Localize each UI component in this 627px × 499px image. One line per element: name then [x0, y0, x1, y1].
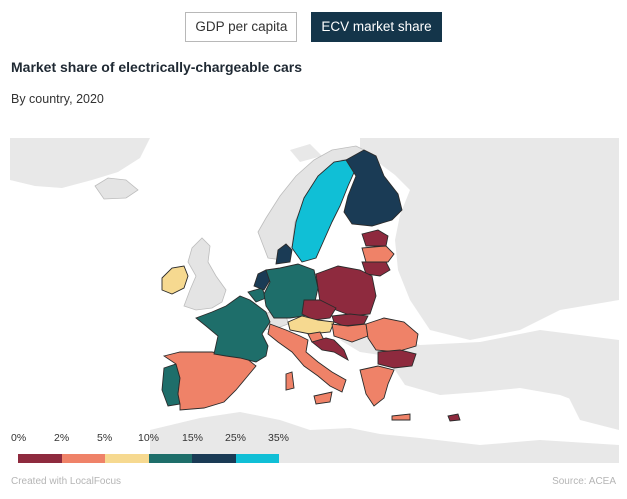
arctic-island-1 — [430, 140, 490, 160]
country-italy-sicily — [313, 391, 333, 405]
legend-label-5: 5% — [97, 432, 113, 444]
russia-landmass — [360, 138, 619, 340]
country-italy — [267, 323, 347, 393]
legend-label-10: 10% — [138, 432, 160, 444]
country-finland — [343, 149, 403, 227]
country-ireland — [161, 265, 189, 295]
arctic-island-2 — [500, 146, 560, 165]
source-text: Source: ACEA — [552, 476, 616, 487]
tab-ecv-market-share[interactable]: ECV market share — [311, 12, 442, 42]
country-bulgaria — [377, 349, 417, 369]
country-cyprus — [447, 413, 461, 422]
country-united-kingdom — [183, 237, 227, 311]
legend-swatch-25-35 — [235, 454, 279, 463]
country-lithuania — [361, 261, 391, 277]
legend-label-35: 35% — [268, 432, 290, 444]
legend-label-2: 2% — [54, 432, 70, 444]
country-czechia — [301, 299, 337, 321]
map-tabs: GDP per capita ECV market share — [0, 12, 627, 42]
country-sweden — [291, 159, 357, 263]
legend-label-25: 25% — [225, 432, 247, 444]
legend-swatch-5-10 — [105, 454, 149, 463]
country-estonia — [361, 229, 389, 247]
tab-gdp-per-capita[interactable]: GDP per capita — [185, 12, 298, 42]
country-croatia — [311, 337, 349, 362]
legend-swatch-2-5 — [61, 454, 105, 463]
country-latvia — [361, 245, 395, 263]
country-france — [195, 295, 271, 363]
chart-title: Market share of electrically-chargeable … — [11, 59, 303, 75]
country-italy-sardinia — [285, 371, 295, 391]
country-romania — [365, 317, 419, 353]
country-greece-crete — [391, 413, 411, 421]
legend-label-0: 0% — [11, 432, 27, 444]
country-iceland — [94, 177, 139, 200]
legend-label-15: 15% — [182, 432, 204, 444]
svalbard-landmass — [290, 144, 322, 162]
country-austria — [287, 315, 335, 335]
legend-swatch-10-15 — [148, 454, 192, 463]
legend-swatch-0-2 — [18, 454, 62, 463]
middle-east-landmass — [560, 370, 619, 430]
country-denmark — [275, 243, 293, 265]
chart-subtitle: By country, 2020 — [11, 92, 104, 106]
legend-swatch-15-25 — [192, 454, 236, 463]
north-africa-landmass — [150, 412, 619, 463]
legend-labels: 0% 2% 5% 10% 15% 25% 35% — [0, 432, 627, 446]
country-greece — [359, 365, 395, 407]
legend-color-scale — [18, 454, 279, 463]
credit-text: Created with LocalFocus — [11, 476, 122, 487]
greenland-landmass — [10, 138, 150, 188]
